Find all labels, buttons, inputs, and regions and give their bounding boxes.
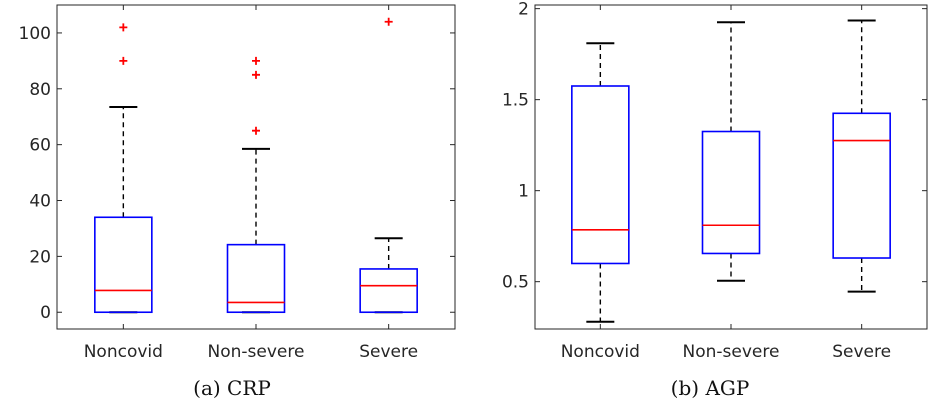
crp-ytick-label: 80 bbox=[29, 80, 51, 100]
crp-non-severe-outlier bbox=[252, 70, 260, 79]
crp-xtick-label-severe: Severe bbox=[359, 342, 418, 362]
agp-severe-box bbox=[832, 112, 891, 259]
crp-ytick-label: 0 bbox=[40, 303, 51, 323]
crp-xtick-label-non-severe: Non-severe bbox=[208, 342, 305, 362]
agp-non-severe-box bbox=[701, 130, 761, 255]
crp-ytick-label: 60 bbox=[29, 136, 51, 156]
crp-panel: 0 20 40 60 80 100 Noncovid Non-severe Severe bbox=[19, 4, 456, 362]
agp-ytick-label: 0.5 bbox=[502, 273, 529, 293]
crp-noncovid-outlier bbox=[119, 23, 128, 32]
crp-xtick-label-noncovid: Noncovid bbox=[84, 342, 163, 362]
agp-xtick-label-non-severe: Non-severe bbox=[683, 342, 780, 362]
crp-noncovid-box bbox=[94, 216, 153, 314]
crp-severe-outlier bbox=[384, 17, 393, 26]
crp-ytick-label: 40 bbox=[29, 192, 51, 212]
crp-ytick-label: 20 bbox=[29, 247, 51, 267]
crp-severe-box bbox=[359, 268, 418, 314]
crp-non-severe-box bbox=[226, 243, 286, 314]
crp-noncovid-outlier bbox=[119, 56, 128, 65]
crp-non-severe-outlier bbox=[252, 126, 260, 135]
agp-ytick-label: 1 bbox=[518, 182, 529, 202]
agp-ytick-label: 1.5 bbox=[502, 91, 529, 111]
crp-caption: (a) CRP bbox=[193, 376, 271, 400]
crp-ytick-label: 100 bbox=[19, 24, 51, 44]
agp-xtick-label-noncovid: Noncovid bbox=[561, 342, 640, 362]
agp-noncovid-box bbox=[571, 85, 630, 265]
crp-axes-frame bbox=[56, 4, 456, 330]
agp-panel: 0.5 1 1.5 2 Noncovid Non-severe Severe bbox=[502, 0, 928, 362]
agp-caption: (b) AGP bbox=[671, 376, 750, 400]
crp-non-severe-outlier bbox=[252, 56, 260, 65]
agp-ytick-label: 2 bbox=[518, 0, 529, 20]
agp-xtick-label-severe: Severe bbox=[832, 342, 891, 362]
